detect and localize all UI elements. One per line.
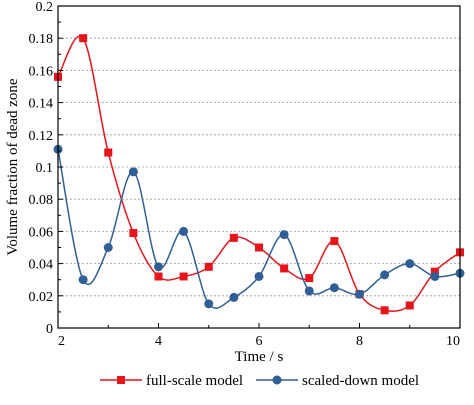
y-tick-label: 0 xyxy=(46,322,53,337)
legend-label-scaled-down: scaled-down model xyxy=(302,373,419,389)
series-layer xyxy=(53,34,465,315)
x-tick-label: 4 xyxy=(155,334,162,349)
data-point-scaled-down[interactable] xyxy=(254,271,264,281)
data-point-scaled-down[interactable] xyxy=(128,167,138,177)
x-tick-label: 6 xyxy=(256,334,263,349)
y-axis-title: Volume fraction of dead zone xyxy=(5,78,21,256)
series-scaled-down xyxy=(53,144,465,309)
axis-ticks: 0 0.02 0.04 0.06 0.08 0.1 0.12 0.14 0.16 0.18 0.2 2… xyxy=(29,0,461,349)
legend-item-full-scale[interactable]: full-scale model xyxy=(100,373,243,389)
x-tick-label: 2 xyxy=(58,334,65,349)
y-tick-label: 0.02 xyxy=(29,290,54,305)
legend: full-scale model scaled-down model xyxy=(100,373,419,389)
data-point-scaled-down[interactable] xyxy=(355,289,364,299)
y-tick-label: 0.18 xyxy=(29,32,54,47)
data-point-scaled-down[interactable] xyxy=(405,259,415,269)
data-point-full-scale[interactable] xyxy=(129,229,138,238)
data-point-scaled-down[interactable] xyxy=(380,270,390,280)
y-tick-label: 0.16 xyxy=(29,64,54,79)
data-point-full-scale[interactable] xyxy=(204,262,213,271)
data-point-full-scale[interactable] xyxy=(430,267,439,276)
data-point-full-scale[interactable] xyxy=(280,264,289,273)
data-point-full-scale[interactable] xyxy=(154,272,163,281)
y-tick-label: 0.1 xyxy=(36,161,54,176)
data-point-full-scale[interactable] xyxy=(79,34,88,43)
y-tick-label: 0.2 xyxy=(36,0,54,15)
x-tick-label: 10 xyxy=(446,334,460,349)
data-point-scaled-down[interactable] xyxy=(304,286,314,296)
data-point-full-scale[interactable] xyxy=(405,301,414,310)
gridlines xyxy=(58,37,460,297)
y-tick-label: 0.08 xyxy=(29,193,54,208)
x-tick-label: 8 xyxy=(356,334,363,349)
data-point-scaled-down[interactable] xyxy=(430,271,440,281)
data-point-full-scale[interactable] xyxy=(104,148,113,157)
y-tick-label: 0.14 xyxy=(29,97,54,112)
data-point-scaled-down[interactable] xyxy=(78,275,88,285)
data-point-full-scale[interactable] xyxy=(330,237,339,246)
x-axis-title: Time / s xyxy=(235,349,284,365)
y-tick-label: 0.04 xyxy=(29,258,54,273)
data-point-full-scale[interactable] xyxy=(380,306,389,315)
series-line-full-scale xyxy=(57,35,461,313)
data-point-scaled-down[interactable] xyxy=(154,262,163,272)
data-point-scaled-down[interactable] xyxy=(204,299,214,309)
data-point-scaled-down[interactable] xyxy=(229,292,239,302)
data-point-full-scale[interactable] xyxy=(305,274,314,283)
legend-swatch-scaled-down-marker xyxy=(272,375,282,385)
legend-swatch-full-scale-marker xyxy=(117,376,125,384)
legend-item-scaled-down[interactable]: scaled-down model xyxy=(256,373,419,389)
y-tick-label: 0.06 xyxy=(29,225,54,240)
data-point-scaled-down[interactable] xyxy=(329,283,339,293)
data-point-scaled-down[interactable] xyxy=(279,230,289,240)
data-point-scaled-down[interactable] xyxy=(179,226,189,236)
y-tick-label: 0.12 xyxy=(29,129,54,144)
data-point-full-scale[interactable] xyxy=(255,243,263,252)
data-point-scaled-down[interactable] xyxy=(103,243,113,252)
data-point-full-scale[interactable] xyxy=(229,233,238,242)
legend-label-full-scale: full-scale model xyxy=(146,373,243,389)
data-point-full-scale[interactable] xyxy=(179,272,188,281)
